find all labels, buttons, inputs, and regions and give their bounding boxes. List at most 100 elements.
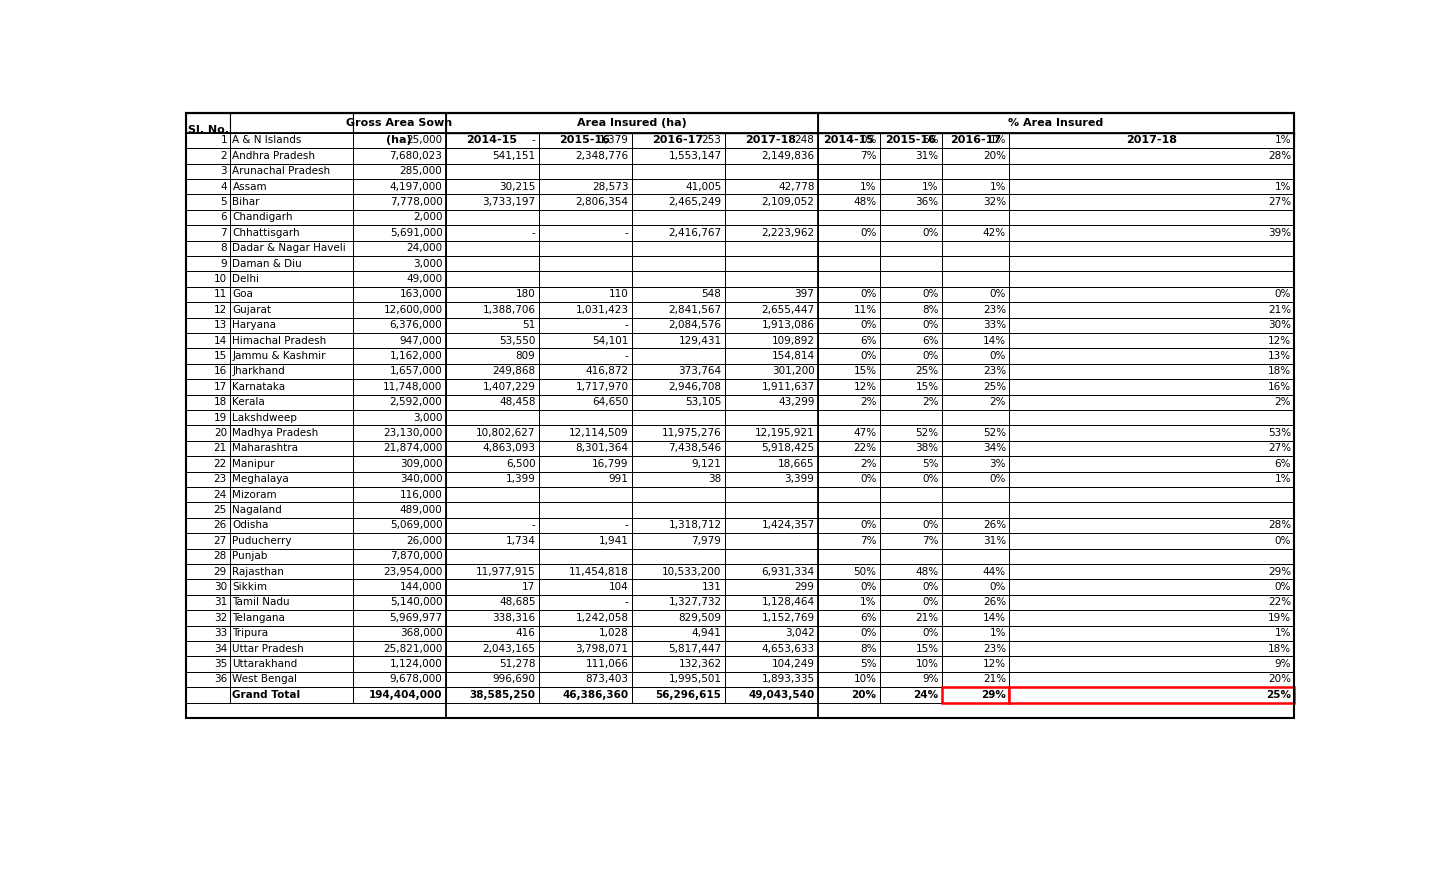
Text: 14%: 14% — [983, 336, 1006, 345]
Bar — [446, 364, 539, 379]
Text: 49,043,540: 49,043,540 — [748, 690, 814, 700]
Bar — [446, 302, 539, 318]
Text: 9: 9 — [221, 258, 227, 269]
Bar — [631, 379, 725, 394]
Text: 0%: 0% — [989, 351, 1006, 361]
Bar — [1009, 656, 1294, 671]
Bar — [631, 440, 725, 456]
Text: 23%: 23% — [983, 644, 1006, 654]
Text: 132,362: 132,362 — [679, 659, 722, 669]
Bar — [817, 533, 879, 549]
Text: 1,941: 1,941 — [599, 535, 628, 546]
Bar — [539, 656, 631, 671]
Text: 110: 110 — [609, 289, 628, 299]
Text: 7,870,000: 7,870,000 — [390, 551, 442, 561]
Bar — [230, 625, 352, 641]
Text: 1,995,501: 1,995,501 — [669, 675, 722, 685]
Text: 15%: 15% — [915, 644, 939, 654]
Text: 0%: 0% — [923, 598, 939, 607]
Text: 2015-16: 2015-16 — [885, 136, 936, 146]
Bar — [352, 671, 446, 687]
Bar — [352, 163, 446, 179]
Bar — [879, 579, 941, 595]
Bar — [230, 148, 352, 163]
Bar — [725, 564, 817, 579]
Bar — [879, 226, 941, 241]
Text: Dadar & Nagar Haveli: Dadar & Nagar Haveli — [232, 243, 347, 253]
Text: 2017-18: 2017-18 — [1126, 136, 1177, 146]
Bar — [230, 440, 352, 456]
Bar — [817, 564, 879, 579]
Text: 48%: 48% — [853, 197, 877, 207]
Bar — [725, 194, 817, 210]
Text: 1%: 1% — [989, 136, 1006, 146]
Bar — [725, 641, 817, 656]
Text: -: - — [625, 228, 628, 238]
Text: 41,005: 41,005 — [686, 182, 722, 192]
Text: 10,802,627: 10,802,627 — [477, 428, 536, 438]
Bar — [1009, 456, 1294, 472]
Bar — [186, 210, 230, 226]
Text: 11,975,276: 11,975,276 — [661, 428, 722, 438]
Bar — [631, 256, 725, 272]
Text: 12,195,921: 12,195,921 — [755, 428, 814, 438]
Bar — [631, 425, 725, 440]
Bar — [879, 410, 941, 425]
Bar — [631, 595, 725, 610]
Text: Daman & Diu: Daman & Diu — [232, 258, 302, 269]
Text: 12%: 12% — [1268, 336, 1291, 345]
Bar — [817, 210, 879, 226]
Text: 14%: 14% — [983, 613, 1006, 622]
Bar — [446, 256, 539, 272]
Bar — [352, 518, 446, 533]
Text: 0%: 0% — [989, 582, 1006, 592]
Bar — [539, 625, 631, 641]
Text: -: - — [625, 598, 628, 607]
Text: 33%: 33% — [983, 321, 1006, 330]
Bar — [725, 394, 817, 410]
Bar — [230, 610, 352, 625]
Bar — [186, 487, 230, 503]
Bar — [230, 503, 352, 518]
Bar — [817, 287, 879, 302]
Text: Maharashtra: Maharashtra — [232, 443, 299, 454]
Text: 1,734: 1,734 — [505, 535, 536, 546]
Bar — [879, 610, 941, 625]
Bar — [941, 487, 1009, 503]
Bar — [941, 226, 1009, 241]
Text: 7%: 7% — [861, 535, 877, 546]
Text: 104,249: 104,249 — [771, 659, 814, 669]
Text: 2,592,000: 2,592,000 — [390, 397, 442, 408]
Bar — [446, 113, 817, 132]
Bar — [879, 533, 941, 549]
Text: 6%: 6% — [1275, 459, 1291, 469]
Text: 0%: 0% — [1275, 582, 1291, 592]
Bar — [879, 472, 941, 487]
Bar — [879, 179, 941, 194]
Bar — [817, 625, 879, 641]
Bar — [725, 472, 817, 487]
Bar — [539, 287, 631, 302]
Bar — [352, 272, 446, 287]
Text: 7,680,023: 7,680,023 — [390, 151, 442, 161]
Text: 1,913,086: 1,913,086 — [761, 321, 814, 330]
Bar — [446, 210, 539, 226]
Bar — [539, 579, 631, 595]
Text: 6,376,000: 6,376,000 — [390, 321, 442, 330]
Text: 21%: 21% — [983, 675, 1006, 685]
Text: 38: 38 — [708, 474, 722, 484]
Bar — [446, 687, 539, 702]
Bar — [879, 671, 941, 687]
Bar — [1009, 625, 1294, 641]
Text: 5,140,000: 5,140,000 — [390, 598, 442, 607]
Bar — [631, 564, 725, 579]
Bar — [230, 379, 352, 394]
Text: 33: 33 — [214, 628, 227, 638]
Bar — [725, 656, 817, 671]
Bar — [186, 287, 230, 302]
Text: 0%: 0% — [861, 351, 877, 361]
Text: 53,550: 53,550 — [500, 336, 536, 345]
Text: 18%: 18% — [1268, 644, 1291, 654]
Text: 10,533,200: 10,533,200 — [663, 567, 722, 576]
Text: 3: 3 — [221, 166, 227, 176]
